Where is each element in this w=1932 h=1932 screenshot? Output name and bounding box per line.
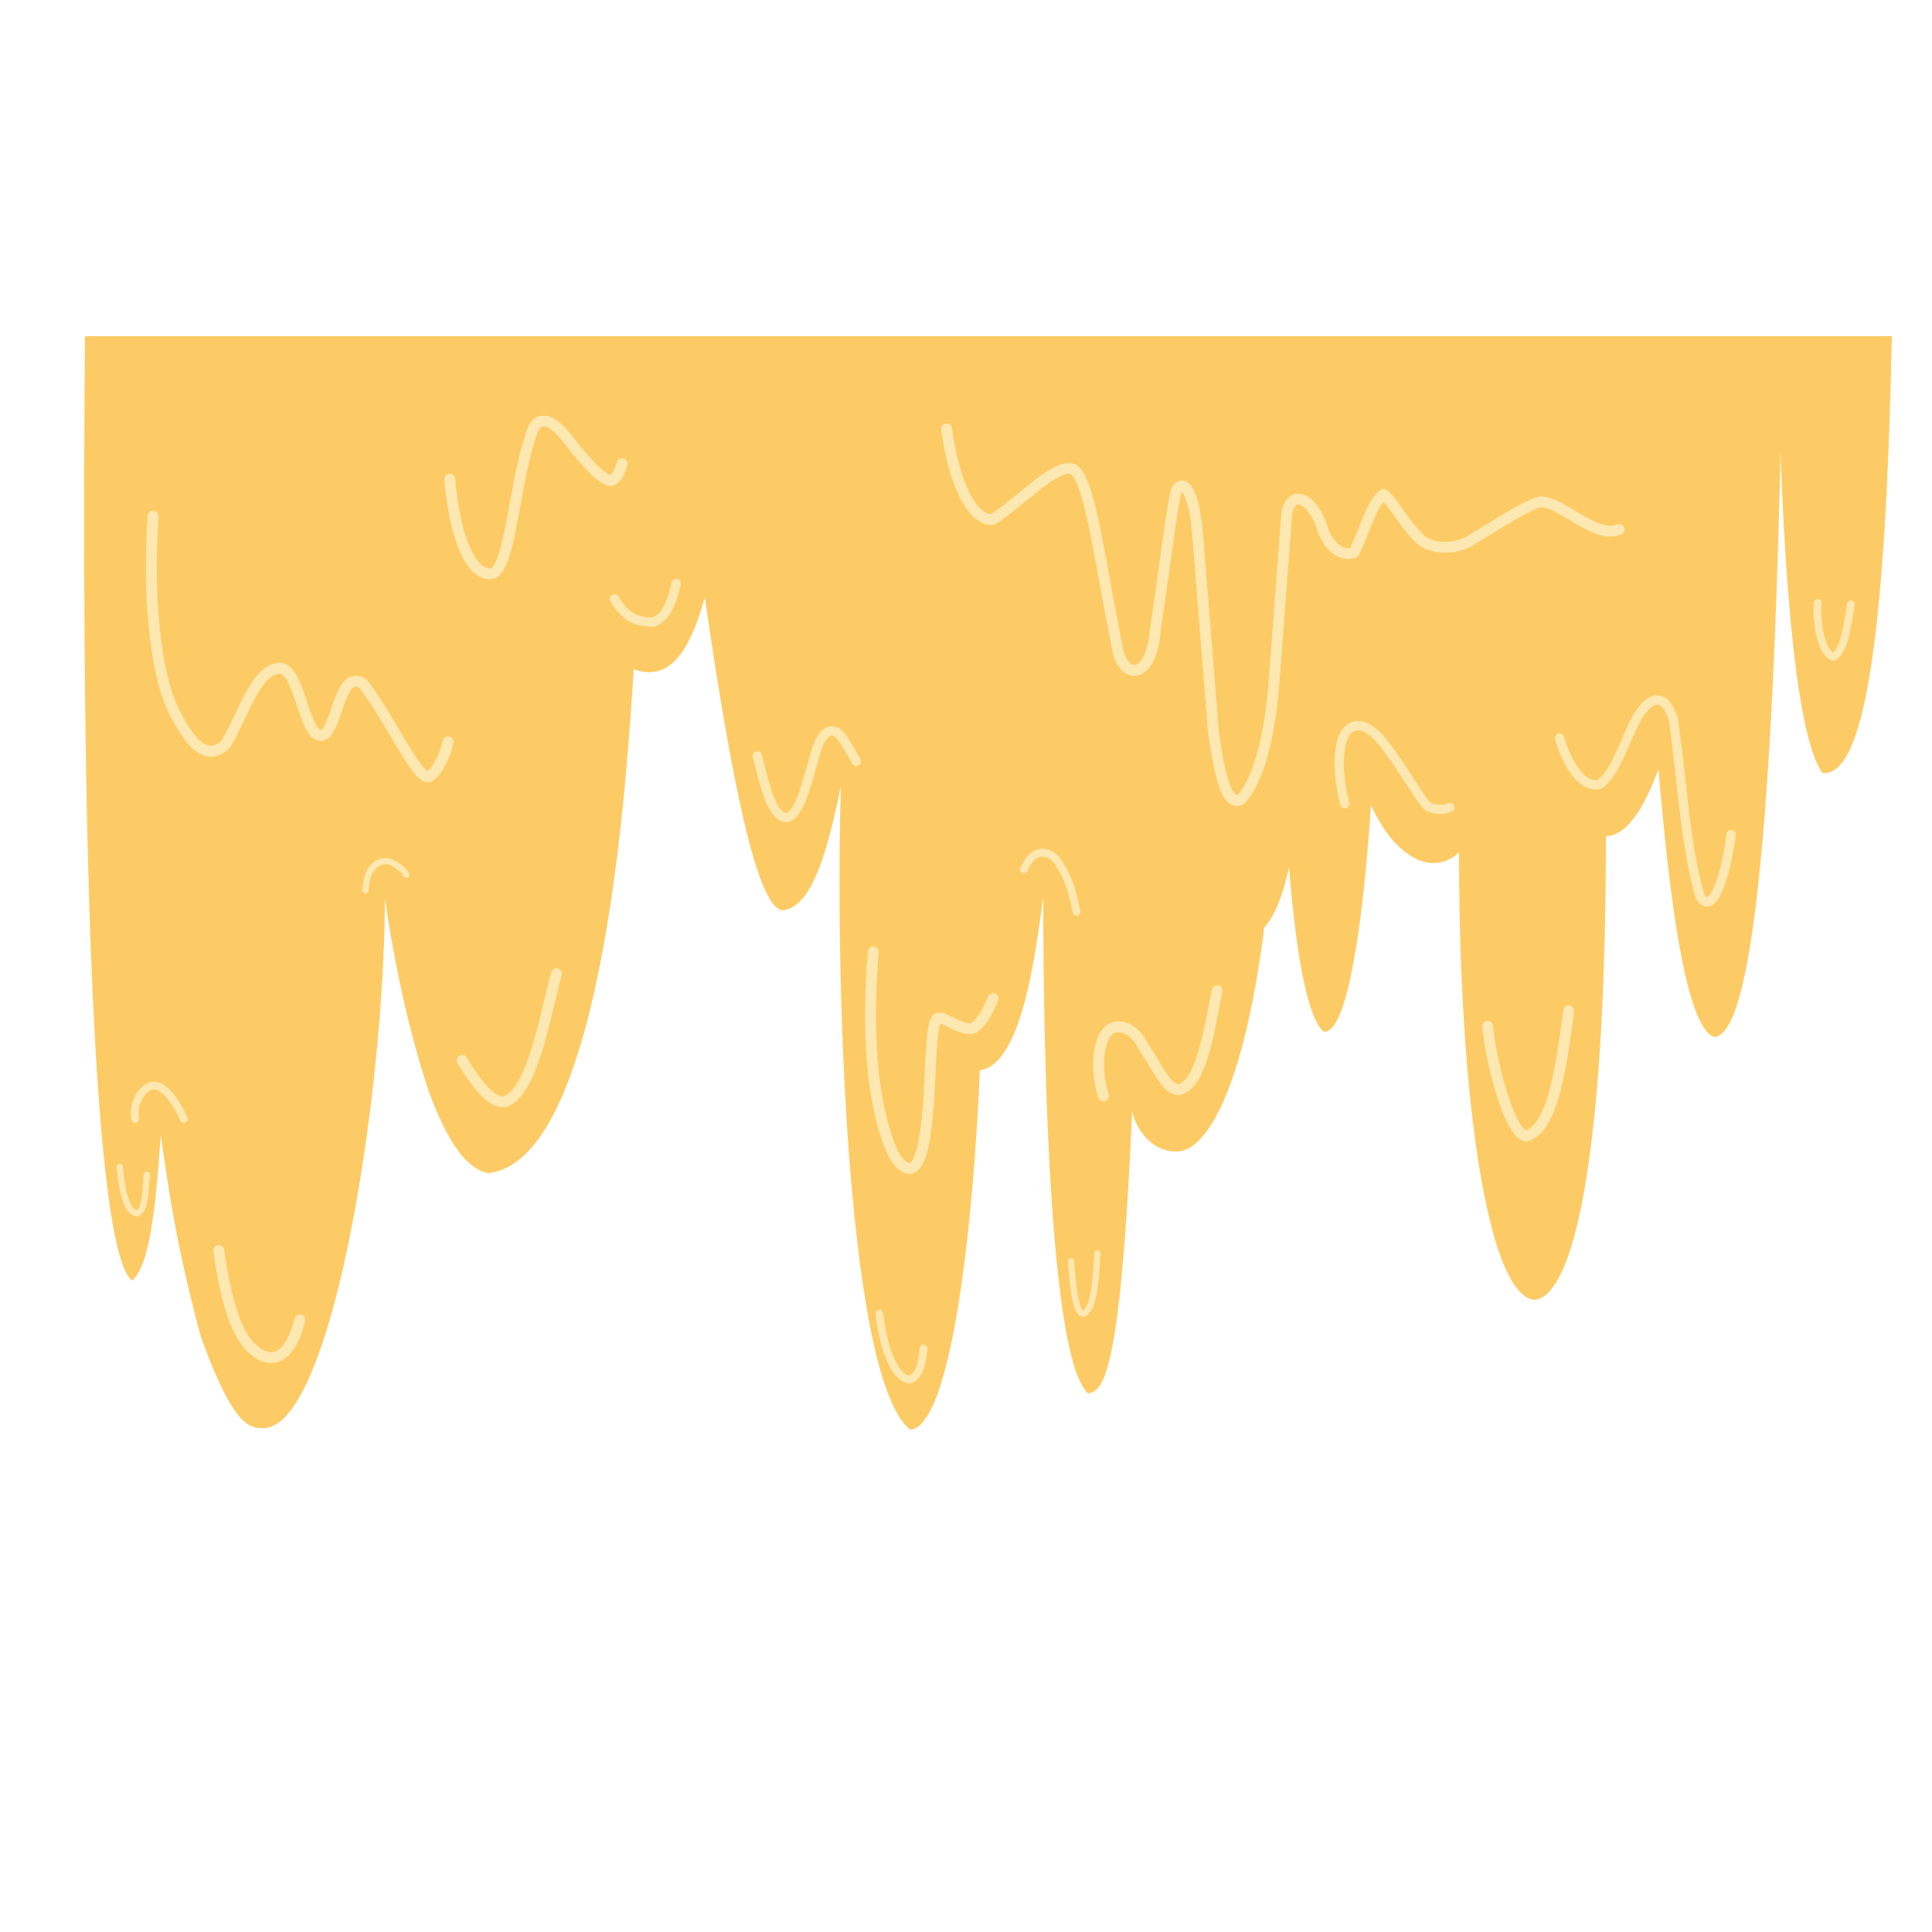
highlight-squiggle bbox=[444, 415, 628, 580]
highlight-squiggle bbox=[362, 858, 410, 893]
highlight-squiggle bbox=[1555, 695, 1736, 906]
highlight-squiggle bbox=[876, 1310, 927, 1383]
highlight-squiggle bbox=[753, 726, 861, 822]
honey-drip-shape bbox=[83, 336, 1893, 1430]
highlight-squiggle bbox=[865, 947, 998, 1174]
honey-highlights bbox=[117, 415, 1855, 1383]
highlight-squiggle bbox=[610, 579, 681, 627]
highlight-squiggle bbox=[213, 1245, 305, 1363]
highlight-squiggle bbox=[117, 1164, 150, 1216]
highlight-squiggle bbox=[1020, 849, 1080, 916]
highlight-squiggle bbox=[1093, 985, 1223, 1101]
highlight-squiggle bbox=[145, 511, 454, 782]
highlight-squiggle bbox=[1813, 599, 1855, 661]
highlight-squiggle bbox=[1482, 1005, 1574, 1141]
highlight-squiggle bbox=[941, 423, 1624, 806]
highlight-squiggle bbox=[1068, 1250, 1100, 1317]
highlight-squiggle bbox=[1334, 721, 1454, 815]
highlight-squiggle bbox=[131, 1081, 188, 1123]
highlight-squiggle bbox=[457, 968, 562, 1107]
